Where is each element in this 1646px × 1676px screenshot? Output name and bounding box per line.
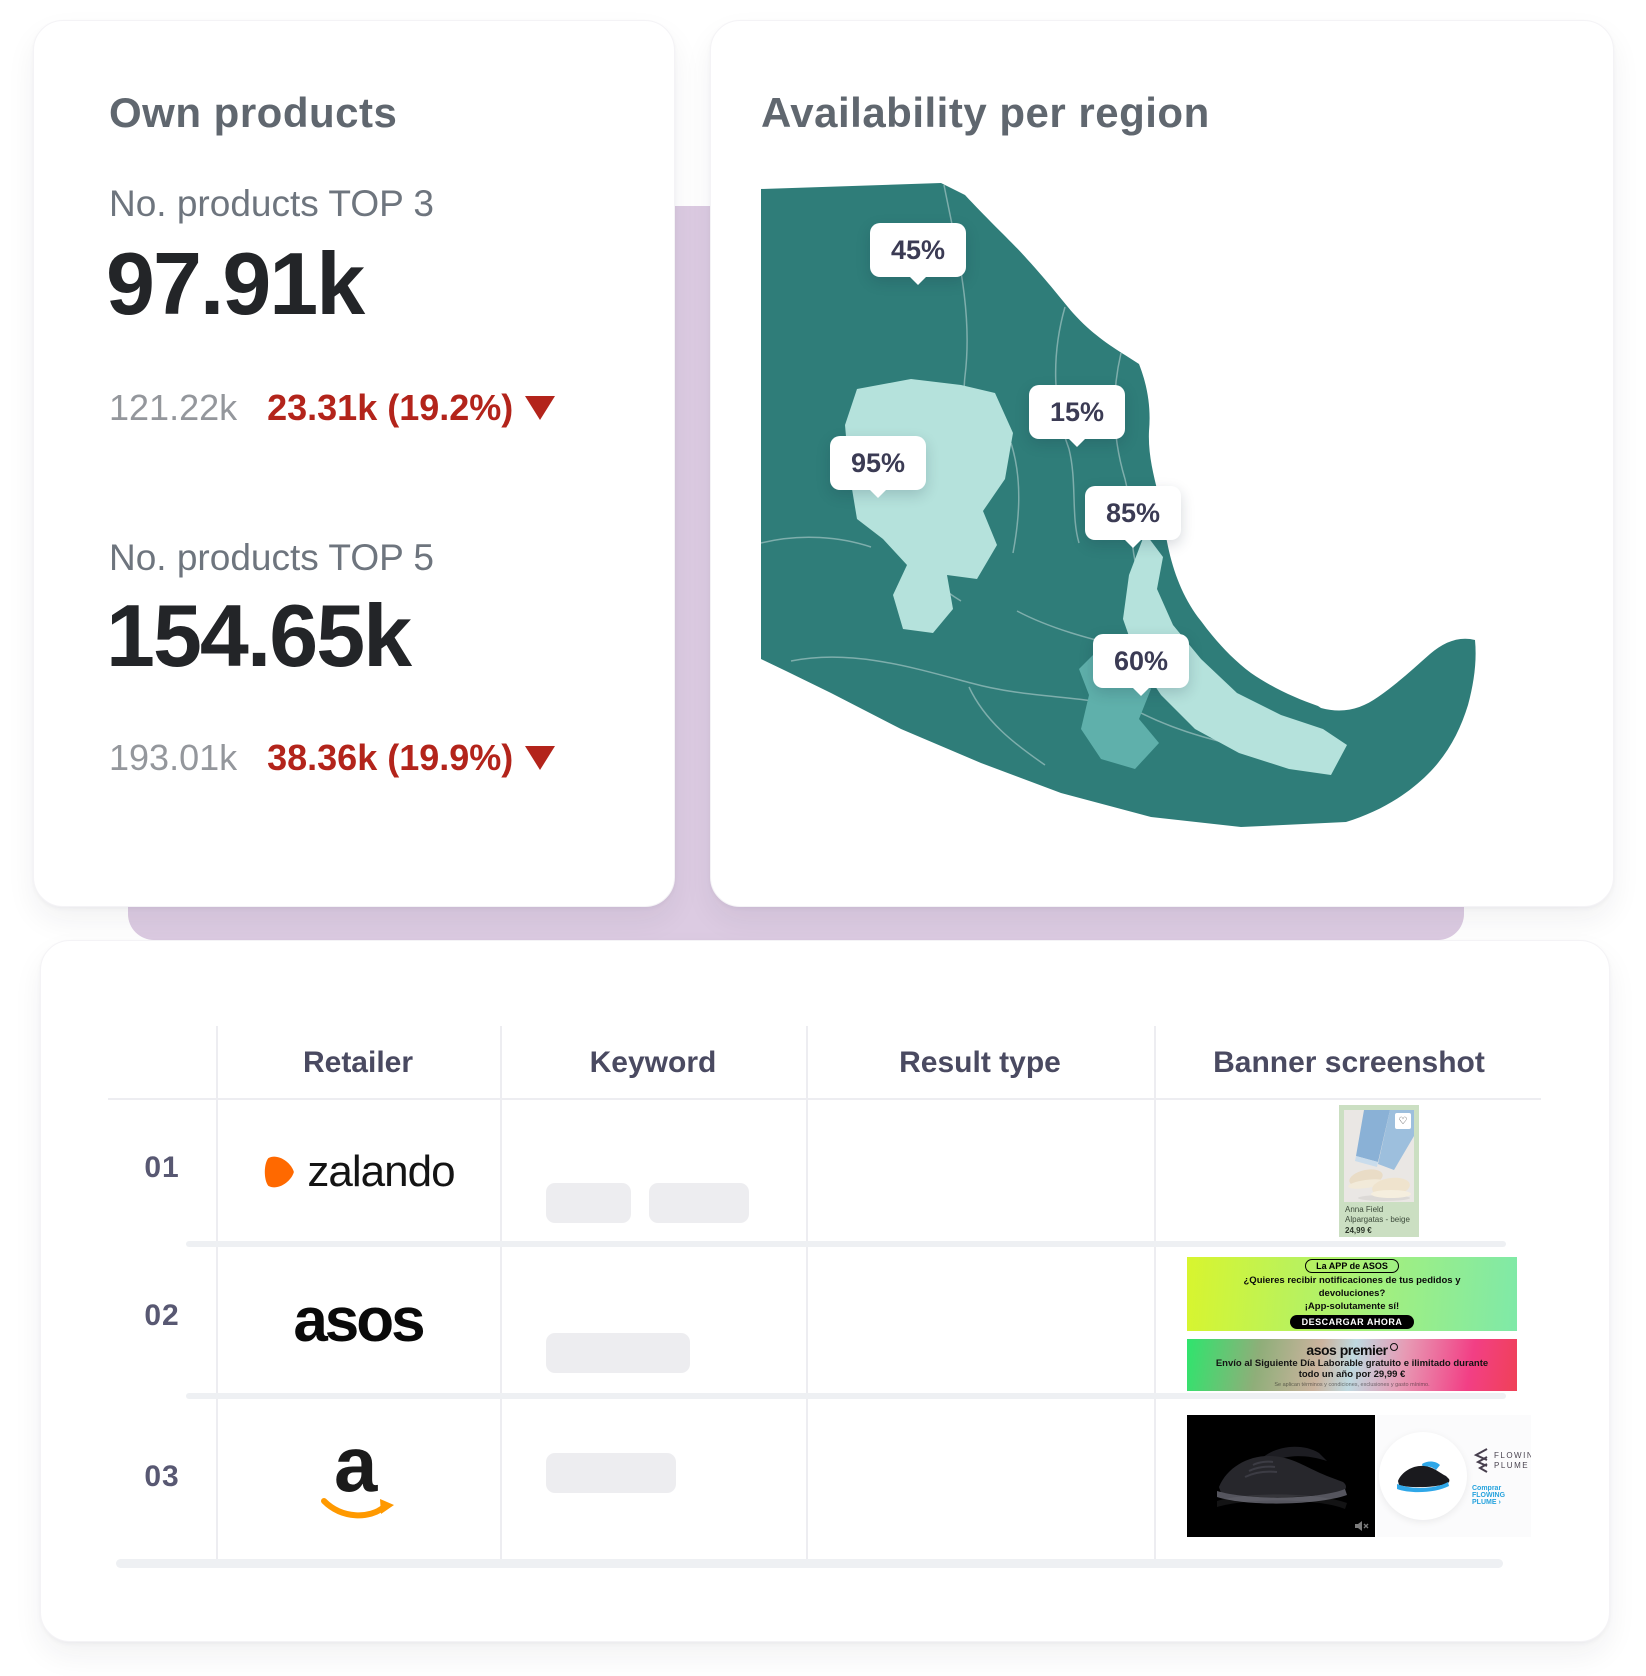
- header-divider: [108, 1098, 1541, 1100]
- map-tooltip-85-value: 85%: [1105, 497, 1161, 528]
- choropleth-map: 45% 15% 95% 85% 60%: [761, 181, 1561, 871]
- row-index: 03: [144, 1460, 180, 1493]
- down-triangle-icon: [525, 746, 556, 770]
- row-divider: [186, 1241, 1506, 1247]
- map-tooltip-95: 95%: [830, 436, 926, 490]
- column-header-keyword: Keyword: [589, 1046, 717, 1079]
- keyword-placeholder: [649, 1183, 749, 1223]
- asos-app-headline-1: ¿Quieres recibir notificaciones de tus p…: [1243, 1275, 1461, 1286]
- asos-premier-wordmark: asos premier: [1306, 1341, 1388, 1358]
- row-index: 02: [144, 1299, 180, 1332]
- metric-top3-previous: 121.22k: [109, 387, 238, 428]
- availability-title: Availability per region: [761, 89, 1210, 136]
- asos-premier-line-1: Envío al Siguiente Día Laborable gratuit…: [1215, 1357, 1489, 1369]
- metric-top3-value: 97.91k: [106, 234, 365, 333]
- map-tooltip-60-value: 60%: [1113, 645, 1169, 676]
- column-divider: [216, 1026, 218, 1561]
- metric-top5-sub: 193.01k 38.36k (19.9%): [109, 737, 556, 779]
- asos-app-banner: La APP de ASOS ¿Quieres recibir notifica…: [1187, 1257, 1517, 1331]
- keyword-placeholder: [546, 1333, 690, 1373]
- metric-top3-label: No. products TOP 3: [109, 183, 434, 224]
- asos-app-badge: La APP de ASOS: [1305, 1259, 1399, 1273]
- row-index: 01: [144, 1151, 180, 1184]
- flowing-word: FLOWING: [1494, 1451, 1531, 1460]
- asos-app-headline-2: devoluciones?: [1318, 1288, 1386, 1299]
- asos-logo: asos: [293, 1286, 425, 1355]
- map-tooltip-15: 15%: [1029, 385, 1125, 439]
- own-products-card: Own products No. products TOP 3 97.91k 1…: [33, 20, 675, 907]
- map-tooltip-45-value: 45%: [890, 234, 946, 265]
- retailer-cell-asos: asos: [216, 1281, 500, 1361]
- map-tooltip-15-value: 15%: [1049, 396, 1105, 427]
- table-bottom-bar: [116, 1559, 1503, 1568]
- keyword-placeholder: [546, 1183, 631, 1223]
- column-header-retailer: Retailer: [302, 1046, 414, 1079]
- metric-top5-previous: 193.01k: [109, 737, 238, 778]
- column-header-result-type: Result type: [899, 1046, 1061, 1079]
- asos-premier-banner: asos premier Envío al Siguiente Día Labo…: [1187, 1339, 1517, 1391]
- keyword-placeholder: [546, 1453, 676, 1493]
- asos-premier-line-2: todo un año por 29,99 €: [1298, 1368, 1406, 1380]
- map-tooltip-45: 45%: [870, 223, 966, 277]
- amazon-video-banner: [1187, 1415, 1375, 1537]
- asos-download-button: DESCARGAR AHORA: [1289, 1315, 1415, 1329]
- results-table-card: Retailer Keyword Result type Banner scre…: [40, 940, 1610, 1642]
- availability-card: Availability per region: [710, 20, 1614, 907]
- column-divider: [500, 1026, 502, 1561]
- metric-top3-sub: 121.22k 23.31k (19.2%): [109, 387, 556, 429]
- zalando-logo: zalando: [261, 1147, 456, 1197]
- amazon-logo: a: [318, 1420, 398, 1526]
- row-divider: [186, 1393, 1506, 1399]
- flowing-plume-logo: FLOWING PLUME: [1472, 1447, 1531, 1475]
- metric-top5-delta-text: 38.36k (19.9%): [267, 737, 514, 778]
- asos-premier-fineprint: Se aplican términos y condiciones, exclu…: [1274, 1381, 1430, 1388]
- metric-top3-delta: 23.31k (19.2%): [267, 387, 556, 429]
- amazon-a-letter: a: [334, 1420, 378, 1508]
- flowing-plume-wordmark: FLOWING PLUME: [1494, 1451, 1531, 1471]
- muted-speaker-icon: [1355, 1521, 1369, 1531]
- flowing-plume-zigzag-icon: [1473, 1448, 1488, 1473]
- column-divider: [806, 1026, 808, 1561]
- flowing-plume-cta-link[interactable]: Comprar FLOWING PLUME ›: [1472, 1485, 1506, 1506]
- asos-app-headline-3: ¡App-solutamente sí!: [1304, 1301, 1400, 1312]
- blue-sole-sneaker: [1397, 1461, 1450, 1493]
- map-tooltip-60: 60%: [1093, 634, 1189, 688]
- wishlist-heart-icon: ♡: [1395, 1113, 1411, 1129]
- zalando-banner-screenshot: ♡ Anna Field Alpargatas - beige 24,99 €: [1339, 1105, 1419, 1237]
- zalando-wordmark: zalando: [307, 1147, 455, 1196]
- amazon-smile-icon: [321, 1498, 394, 1519]
- premier-badge-icon: [1389, 1342, 1398, 1351]
- product-name: Alpargatas - beige: [1345, 1215, 1410, 1224]
- flowing-plume-banner: FLOWING PLUME Comprar FLOWING PLUME ›: [1377, 1415, 1531, 1537]
- zalando-pick-icon: [265, 1156, 295, 1188]
- product-brand: Anna Field: [1345, 1205, 1384, 1214]
- metric-top5-label: No. products TOP 5: [109, 537, 434, 578]
- plume-word: PLUME: [1494, 1461, 1530, 1470]
- down-triangle-icon: [525, 396, 556, 420]
- product-price: 24,99 €: [1345, 1226, 1372, 1235]
- own-products-title: Own products: [109, 89, 398, 136]
- column-divider: [1154, 1026, 1156, 1561]
- sneaker-circle-photo: [1379, 1432, 1467, 1520]
- asos-premier-logo: asos premier: [1306, 1341, 1398, 1358]
- column-header-banner-screenshot: Banner screenshot: [1213, 1046, 1485, 1079]
- retailer-cell-amazon: a: [216, 1420, 500, 1526]
- black-sneaker-photo: [1217, 1446, 1347, 1509]
- metric-top5-delta: 38.36k (19.9%): [267, 737, 556, 779]
- metric-top3-delta-text: 23.31k (19.2%): [267, 387, 514, 428]
- metric-top5-value: 154.65k: [106, 586, 412, 685]
- retailer-cell-zalando: zalando: [216, 1137, 500, 1207]
- product-photo: ♡: [1344, 1110, 1414, 1202]
- map-tooltip-85: 85%: [1085, 486, 1181, 540]
- map-tooltip-95-value: 95%: [850, 447, 906, 478]
